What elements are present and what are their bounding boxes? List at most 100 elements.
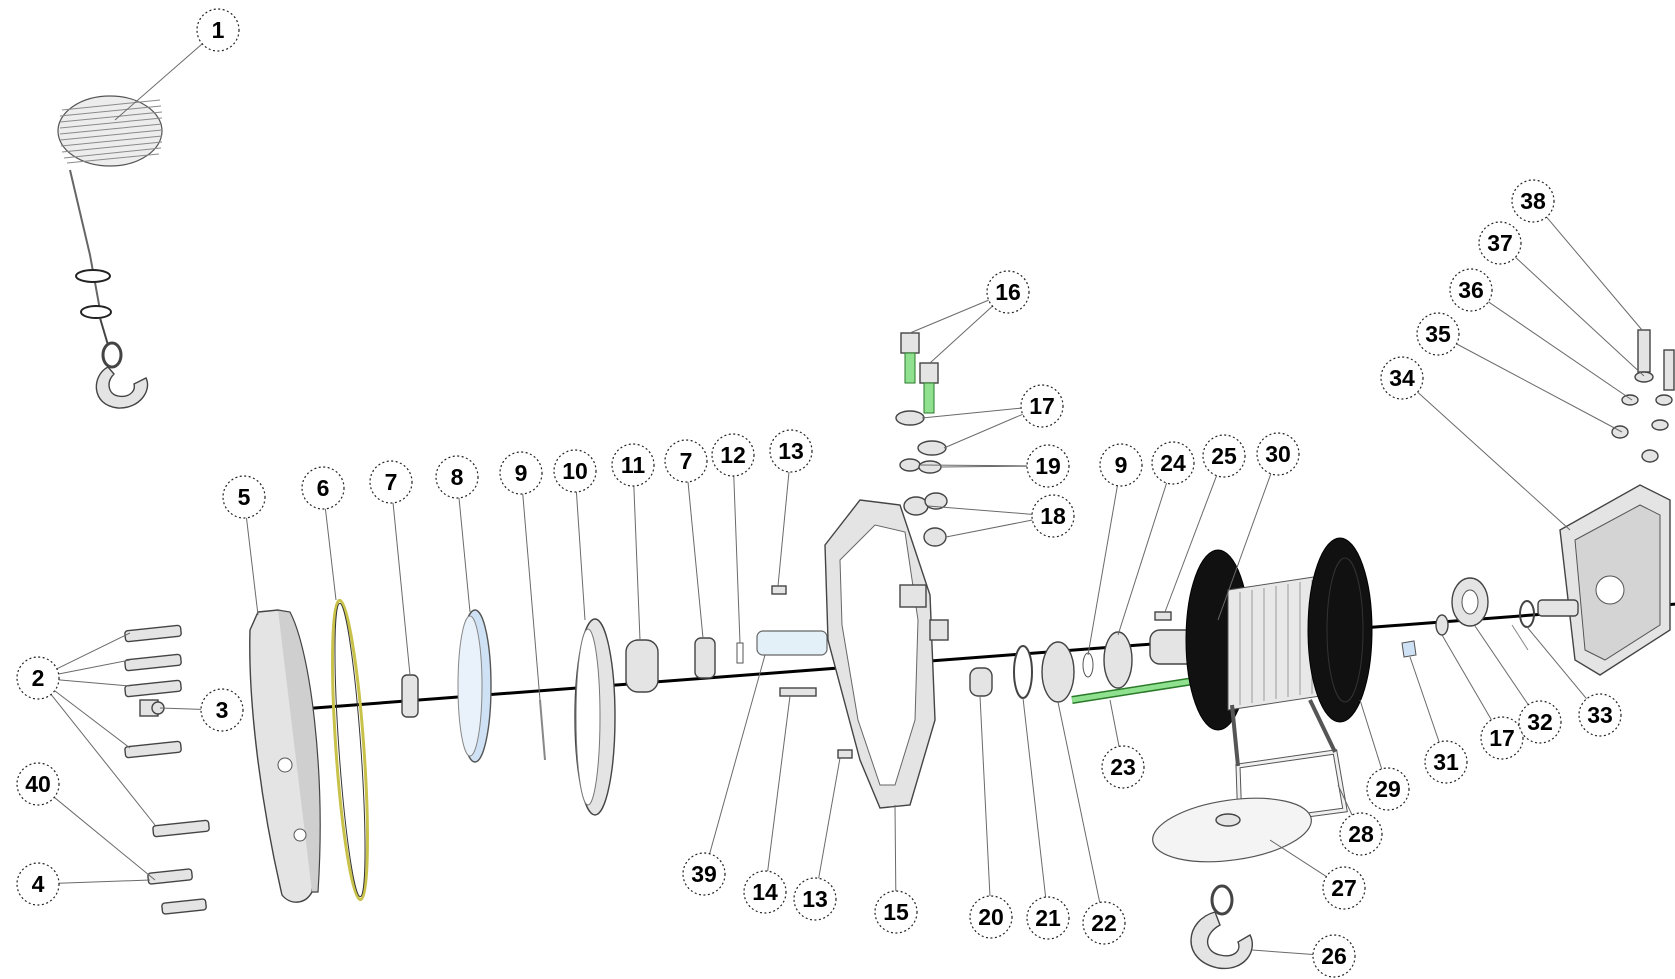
callout-number: 30 <box>1265 441 1291 467</box>
part-keys-13 <box>771 585 853 759</box>
callout-c26: 26 <box>1251 934 1356 978</box>
callout-number: 38 <box>1520 188 1546 214</box>
callout-leader-line <box>1526 626 1587 700</box>
callout-leader-line <box>458 497 471 613</box>
callout-leader-line <box>919 464 1028 467</box>
callout-leader-line <box>818 757 841 879</box>
callout-c10: 10 <box>553 449 597 621</box>
callout-leader-line <box>1117 482 1168 636</box>
callout-c13b: 13 <box>793 757 841 921</box>
callout-c25: 25 <box>1164 434 1246 613</box>
part-key-14 <box>779 687 817 697</box>
callout-c27: 27 <box>1269 839 1366 910</box>
callout-leader-line <box>929 305 993 364</box>
callout-leader-line <box>324 508 337 601</box>
callout-number: 13 <box>778 438 804 464</box>
callout-circle <box>499 451 543 495</box>
callout-c20: 20 <box>969 695 1013 939</box>
callout-leader-line <box>943 413 1023 449</box>
callout-leader-line <box>767 695 791 872</box>
callout-leader-line <box>1109 699 1120 747</box>
callout-c31: 31 <box>1409 656 1468 784</box>
callout-leader-line <box>894 804 897 892</box>
callout-circle <box>1026 444 1070 488</box>
part-bushings-20-22 <box>969 641 1075 703</box>
callout-leader-line <box>159 707 202 710</box>
callout-c8: 8 <box>435 455 479 613</box>
callout-c3: 3 <box>159 688 244 732</box>
callout-circle <box>1578 693 1622 737</box>
callout-circle <box>1101 745 1145 789</box>
callout-number: 32 <box>1527 709 1553 735</box>
callout-leader-line <box>1022 697 1047 898</box>
callout-number: 33 <box>1587 702 1613 728</box>
callout-c34: 34 <box>1380 356 1571 531</box>
callout-c21: 21 <box>1022 697 1070 940</box>
callout-leader-line <box>1456 343 1623 433</box>
callout-number: 9 <box>515 460 528 486</box>
callout-c4: 4 <box>16 862 151 906</box>
callout-leader-line <box>54 690 131 749</box>
callout-circle <box>769 429 813 473</box>
callout-number: 35 <box>1425 321 1451 347</box>
callout-circle <box>711 433 755 477</box>
part-hook-26 <box>1190 884 1253 970</box>
callout-c16: 16 <box>909 270 1030 364</box>
callout-leader-line <box>1269 839 1327 877</box>
part-wire-rope-assembly <box>57 95 163 409</box>
callout-leader-line <box>777 471 790 587</box>
callout-number: 28 <box>1348 821 1374 847</box>
callout-c9a: 9 <box>499 451 543 701</box>
callout-circle <box>682 852 726 896</box>
callout-number: 31 <box>1433 749 1459 775</box>
callout-leader-line <box>56 632 131 670</box>
callout-circle <box>1031 494 1075 538</box>
part-cap-screws <box>124 624 210 838</box>
callout-circle <box>874 890 918 934</box>
callout-circle <box>200 688 244 732</box>
callout-c18: 18 <box>927 494 1075 538</box>
callout-number: 36 <box>1458 277 1484 303</box>
callout-circle <box>1339 812 1383 856</box>
callout-circle <box>969 895 1013 939</box>
part-bearings-9b-24 <box>1082 611 1172 689</box>
callout-leader-line <box>1546 216 1643 331</box>
callout-leader-line <box>1087 485 1118 656</box>
callout-circle <box>16 656 60 700</box>
callout-circle <box>1511 179 1555 223</box>
callout-number: 39 <box>691 861 717 887</box>
callout-circle <box>1322 866 1366 910</box>
part-ring-gear <box>457 609 492 763</box>
part-bearing-7b <box>694 637 716 679</box>
callout-number: 17 <box>1489 725 1515 751</box>
callout-c11: 11 <box>611 443 655 641</box>
callout-c12: 12 <box>711 433 755 644</box>
callout-number: 20 <box>978 904 1004 930</box>
callout-circle <box>1082 901 1126 945</box>
assembly-axis <box>274 602 1675 713</box>
callout-circle <box>1312 934 1356 978</box>
callout-leader-line <box>522 493 541 701</box>
callout-c13a: 13 <box>769 429 813 587</box>
callout-leader-line <box>633 485 641 641</box>
part-disc-27 <box>1152 797 1312 863</box>
callout-number: 11 <box>621 452 646 478</box>
callout-leader-line <box>392 502 411 676</box>
callout-number: 34 <box>1389 365 1415 391</box>
callout-leader-line <box>909 299 989 334</box>
callout-leader-line <box>1057 701 1101 903</box>
callout-leader-line <box>733 475 741 644</box>
callout-circle <box>369 460 413 504</box>
callout-leader-line <box>1417 391 1571 531</box>
part-bushing-11 <box>625 639 659 693</box>
part-bearing-7a <box>401 674 419 718</box>
part-bolts-16 <box>900 332 939 414</box>
callout-number: 8 <box>451 464 464 490</box>
callout-c32: 32 <box>1474 625 1562 744</box>
callout-leader-line <box>58 659 131 675</box>
callout-c2: 2 <box>16 632 156 826</box>
callout-c39: 39 <box>682 654 766 896</box>
callout-c6: 6 <box>301 466 345 601</box>
callout-number: 18 <box>1040 503 1066 529</box>
